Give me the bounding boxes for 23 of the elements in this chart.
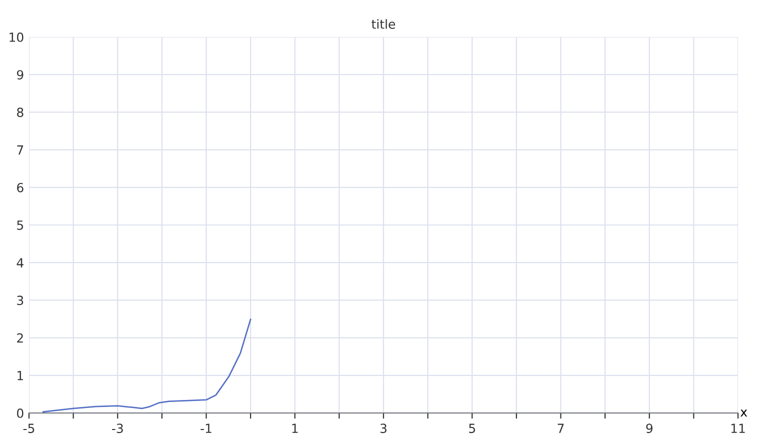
x-tick-label: 3 [380,424,386,434]
y-tick-label: 7 [17,145,24,155]
y-tick-label: 2 [17,333,23,343]
chart-title: title [372,19,396,29]
x-tick-label: -3 [112,424,123,434]
line-series [42,318,252,413]
x-tick-label: -1 [200,424,212,433]
y-tick-label: 1 [18,371,23,380]
y-tick-label: 9 [16,70,24,80]
y-tick-label: 4 [16,258,24,268]
x-tick-label: 1 [292,424,298,433]
y-tick-label: 8 [17,108,24,118]
x-tick-label: 5 [469,424,476,434]
y-tick-label: 5 [17,220,24,230]
y-tick-label: 0 [17,408,24,418]
x-tick-label: 9 [646,424,652,434]
y-tick-label: 3 [17,296,24,306]
x-axis-title: x [740,410,748,416]
y-tick-label: 6 [17,182,24,192]
y-tick-label: 10 [10,32,24,42]
x-tick-label: 7 [558,424,564,433]
x-tick-label: 11 [731,424,745,433]
x-tick-label: -5 [23,424,34,434]
